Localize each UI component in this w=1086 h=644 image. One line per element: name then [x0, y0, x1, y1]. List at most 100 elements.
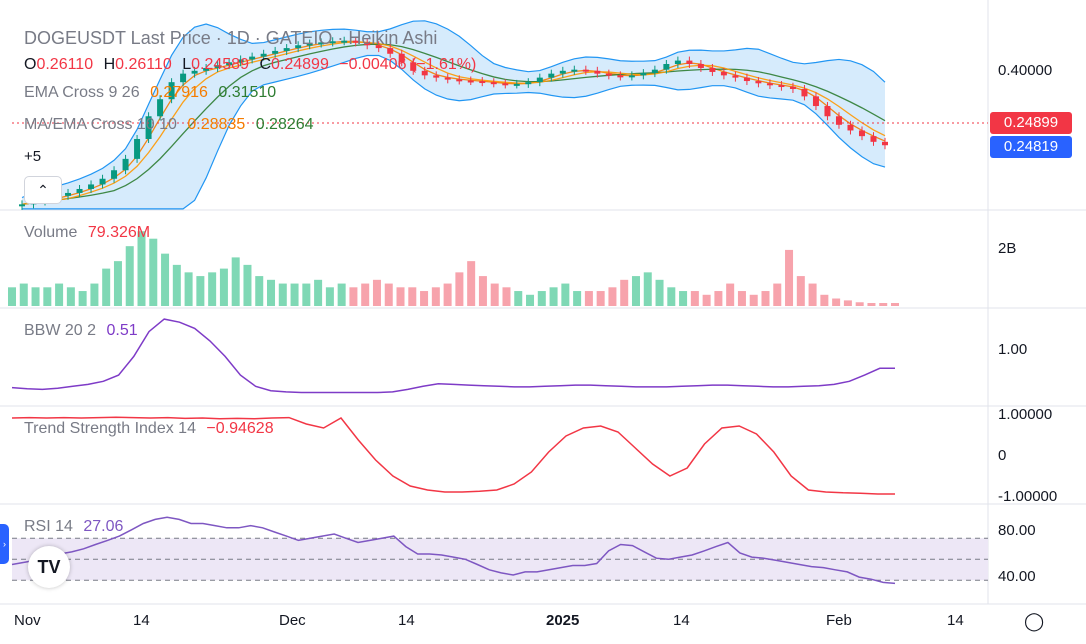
heikin-ashi-candle	[594, 70, 601, 74]
volume-bar	[55, 283, 64, 306]
volume-bar	[808, 283, 817, 306]
heikin-ashi-candle	[398, 53, 405, 63]
volume-bar	[785, 249, 794, 306]
volume-bar	[19, 283, 28, 306]
heikin-ashi-candle	[640, 73, 647, 76]
volume-bar	[478, 276, 487, 306]
collapse-legend-button[interactable]: ⌃	[24, 176, 62, 204]
heikin-ashi-candle	[214, 65, 221, 68]
volume-bar	[467, 261, 476, 306]
symbol-line: DOGEUSDT Last Price · 1D · GATEIO · Heik…	[24, 28, 438, 48]
tsi-legend[interactable]: Trend Strength Index 14 −0.94628	[24, 420, 280, 438]
volume-bar	[749, 294, 758, 306]
ema-cross-v1: 0.27916	[150, 84, 208, 101]
heikin-ashi-candle	[444, 77, 451, 80]
symbol-title: DOGEUSDT Last Price · 1D · GATEIO · Heik…	[24, 28, 443, 49]
volume-bar	[278, 283, 287, 306]
heikin-ashi-candle	[479, 81, 486, 84]
volume-bar	[408, 287, 417, 306]
volume-legend[interactable]: Volume 79.326M	[24, 224, 156, 242]
heikin-ashi-candle	[651, 69, 658, 74]
ohlc-c-label: C	[259, 56, 271, 73]
settings-icon[interactable]: ◯	[1024, 611, 1045, 631]
volume-bar	[867, 303, 876, 306]
volume-value: 79.326M	[87, 224, 151, 241]
ma-ema-cross-legend[interactable]: MA/EMA Cross 10 10 0.28835 0.28264	[24, 116, 320, 134]
heikin-ashi-candle	[513, 83, 520, 86]
time-label-14c: 14	[673, 612, 690, 629]
heikin-ashi-candle	[421, 70, 428, 76]
heikin-ashi-candle	[559, 70, 566, 74]
heikin-ashi-candle	[111, 170, 118, 179]
time-label-2025: 2025	[546, 612, 580, 629]
heikin-ashi-candle	[467, 80, 474, 83]
heikin-ashi-candle	[525, 82, 532, 85]
heikin-ashi-candle	[778, 85, 785, 88]
time-label-14a: 14	[133, 612, 150, 629]
heikin-ashi-candle	[548, 73, 555, 78]
bbw-legend[interactable]: BBW 20 2 0.51	[24, 322, 144, 340]
bbw-value: 0.51	[106, 322, 138, 339]
ema-9-line	[21, 40, 886, 205]
volume-bar	[337, 283, 346, 306]
ema-cross-legend[interactable]: EMA Cross 9 26 0.27916 0.31510	[24, 84, 282, 102]
bollinger-lower-line	[22, 54, 886, 210]
left-panel-toggle[interactable]: ›	[0, 524, 9, 564]
volume-bar	[396, 287, 405, 306]
heikin-ashi-candle	[697, 63, 704, 68]
volume-bar	[855, 302, 864, 306]
heikin-ashi-candle	[882, 141, 888, 146]
volume-bar	[208, 272, 217, 306]
volume-bar	[231, 257, 240, 306]
volume-bar	[431, 287, 440, 306]
tsi-name: Trend Strength Index 14	[24, 420, 196, 437]
heikin-ashi-candle	[272, 50, 279, 54]
volume-bar	[490, 283, 499, 306]
volume-bar	[302, 283, 311, 306]
heikin-ashi-candle	[801, 88, 808, 97]
volume-bar	[596, 291, 605, 306]
volume-bar	[631, 276, 640, 306]
volume-bar	[361, 283, 370, 306]
heikin-ashi-candle	[743, 77, 750, 82]
volume-bar	[584, 291, 593, 306]
volume-bar	[8, 287, 16, 306]
heikin-ashi-candle	[605, 73, 612, 76]
volume-bar	[290, 283, 299, 306]
volume-bar	[726, 283, 735, 306]
tsi-axis-bottom: -1.00000	[998, 488, 1058, 505]
time-label-14b: 14	[398, 612, 415, 629]
heikin-ashi-candle	[145, 116, 152, 139]
ohlc-o-label: O	[24, 56, 37, 73]
rsi-name: RSI 14	[24, 518, 73, 535]
volume-bar	[113, 261, 122, 306]
volume-bar	[796, 276, 805, 306]
heikin-ashi-candle	[456, 79, 463, 82]
volume-bar	[667, 287, 676, 306]
ema-cross-name: EMA Cross 9 26	[24, 84, 140, 101]
heikin-ashi-candle	[191, 70, 198, 74]
heikin-ashi-candle	[341, 40, 348, 43]
heikin-ashi-candle	[375, 45, 382, 49]
heikin-ashi-candle	[168, 82, 175, 100]
volume-bar	[702, 294, 711, 306]
rsi-legend[interactable]: RSI 14 27.06	[24, 518, 129, 536]
volume-bar	[537, 291, 546, 306]
time-label-14d: 14	[947, 612, 964, 629]
hidden-indicators-count[interactable]: +5	[24, 148, 42, 165]
heikin-ashi-candle	[99, 178, 106, 185]
volume-bar	[761, 291, 770, 306]
heikin-ashi-candle	[502, 83, 509, 86]
ohlc-change: −0.00406 (−1.61%)	[339, 56, 477, 73]
ohlc-h-label: H	[103, 56, 116, 73]
tsi-value: −0.94628	[206, 420, 274, 437]
volume-bar	[172, 264, 181, 306]
ma-ema-cross-v1: 0.28835	[187, 116, 246, 133]
volume-bar	[843, 300, 852, 306]
ohlc-high: 0.26110	[115, 56, 172, 73]
heikin-ashi-candle	[203, 67, 210, 71]
tradingview-logo[interactable]: TV	[28, 546, 70, 588]
volume-bar	[349, 287, 358, 306]
volume-bar	[219, 268, 228, 306]
